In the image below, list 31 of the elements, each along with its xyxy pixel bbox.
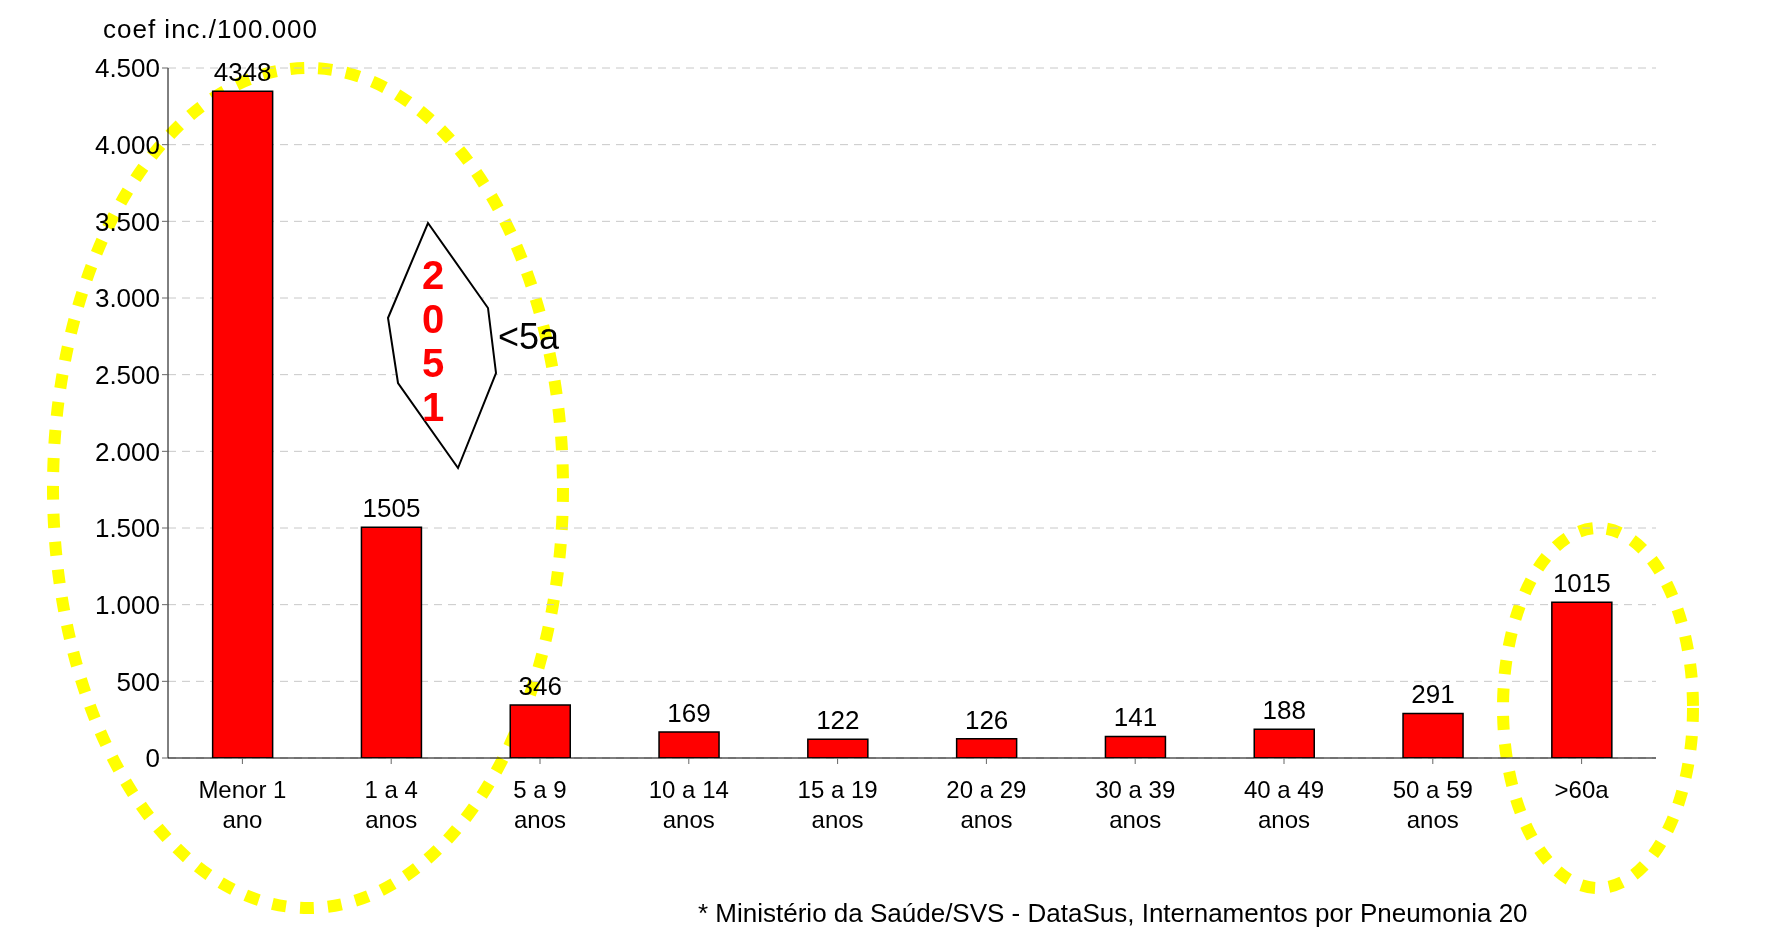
data-label: 188 bbox=[1262, 695, 1306, 726]
y-tick-label: 1.000 bbox=[94, 589, 160, 620]
data-label: 169 bbox=[667, 698, 711, 729]
data-label: 126 bbox=[964, 704, 1009, 735]
y-tick-label: 3.000 bbox=[94, 283, 160, 314]
x-tick-label: Menor 1 ano bbox=[198, 776, 287, 833]
data-label: 1015 bbox=[1552, 568, 1611, 599]
annotation: <5a bbox=[498, 316, 560, 358]
x-tick-label: 15 a 19 anos bbox=[797, 776, 878, 833]
data-label: 122 bbox=[816, 705, 860, 736]
y-tick-label: 2.000 bbox=[94, 436, 160, 467]
y-tick-label: 1.500 bbox=[94, 513, 160, 544]
y-axis-title: coef inc./100.000 bbox=[103, 14, 319, 45]
x-tick-label: 30 a 39 anos bbox=[1095, 776, 1176, 833]
x-tick-label: 10 a 14 anos bbox=[648, 776, 729, 833]
x-tick-label: 50 a 59 anos bbox=[1392, 776, 1473, 833]
x-tick-label: 40 a 49 anos bbox=[1243, 776, 1325, 833]
data-label: 141 bbox=[1113, 702, 1158, 733]
annotation: 2051 bbox=[422, 253, 445, 429]
y-tick-label: 0 bbox=[145, 743, 160, 774]
data-label: 291 bbox=[1411, 679, 1455, 710]
y-tick-label: 4.500 bbox=[94, 53, 160, 84]
x-tick-label: 5 a 9 anos bbox=[513, 776, 567, 833]
y-tick-label: 4.000 bbox=[94, 129, 160, 160]
text: * Ministério da Saúde/SVS - DataSus, Internamentos por Pneumonia 20 bbox=[698, 898, 1528, 929]
y-tick-label: 500 bbox=[116, 666, 160, 697]
x-tick-label: >60a bbox=[1554, 776, 1610, 803]
x-tick-label: 20 a 29 anos bbox=[946, 776, 1027, 833]
data-label: 1505 bbox=[362, 493, 421, 524]
x-tick-label: 1 a 4 anos bbox=[364, 776, 418, 833]
y-tick-label: 2.500 bbox=[94, 359, 160, 390]
